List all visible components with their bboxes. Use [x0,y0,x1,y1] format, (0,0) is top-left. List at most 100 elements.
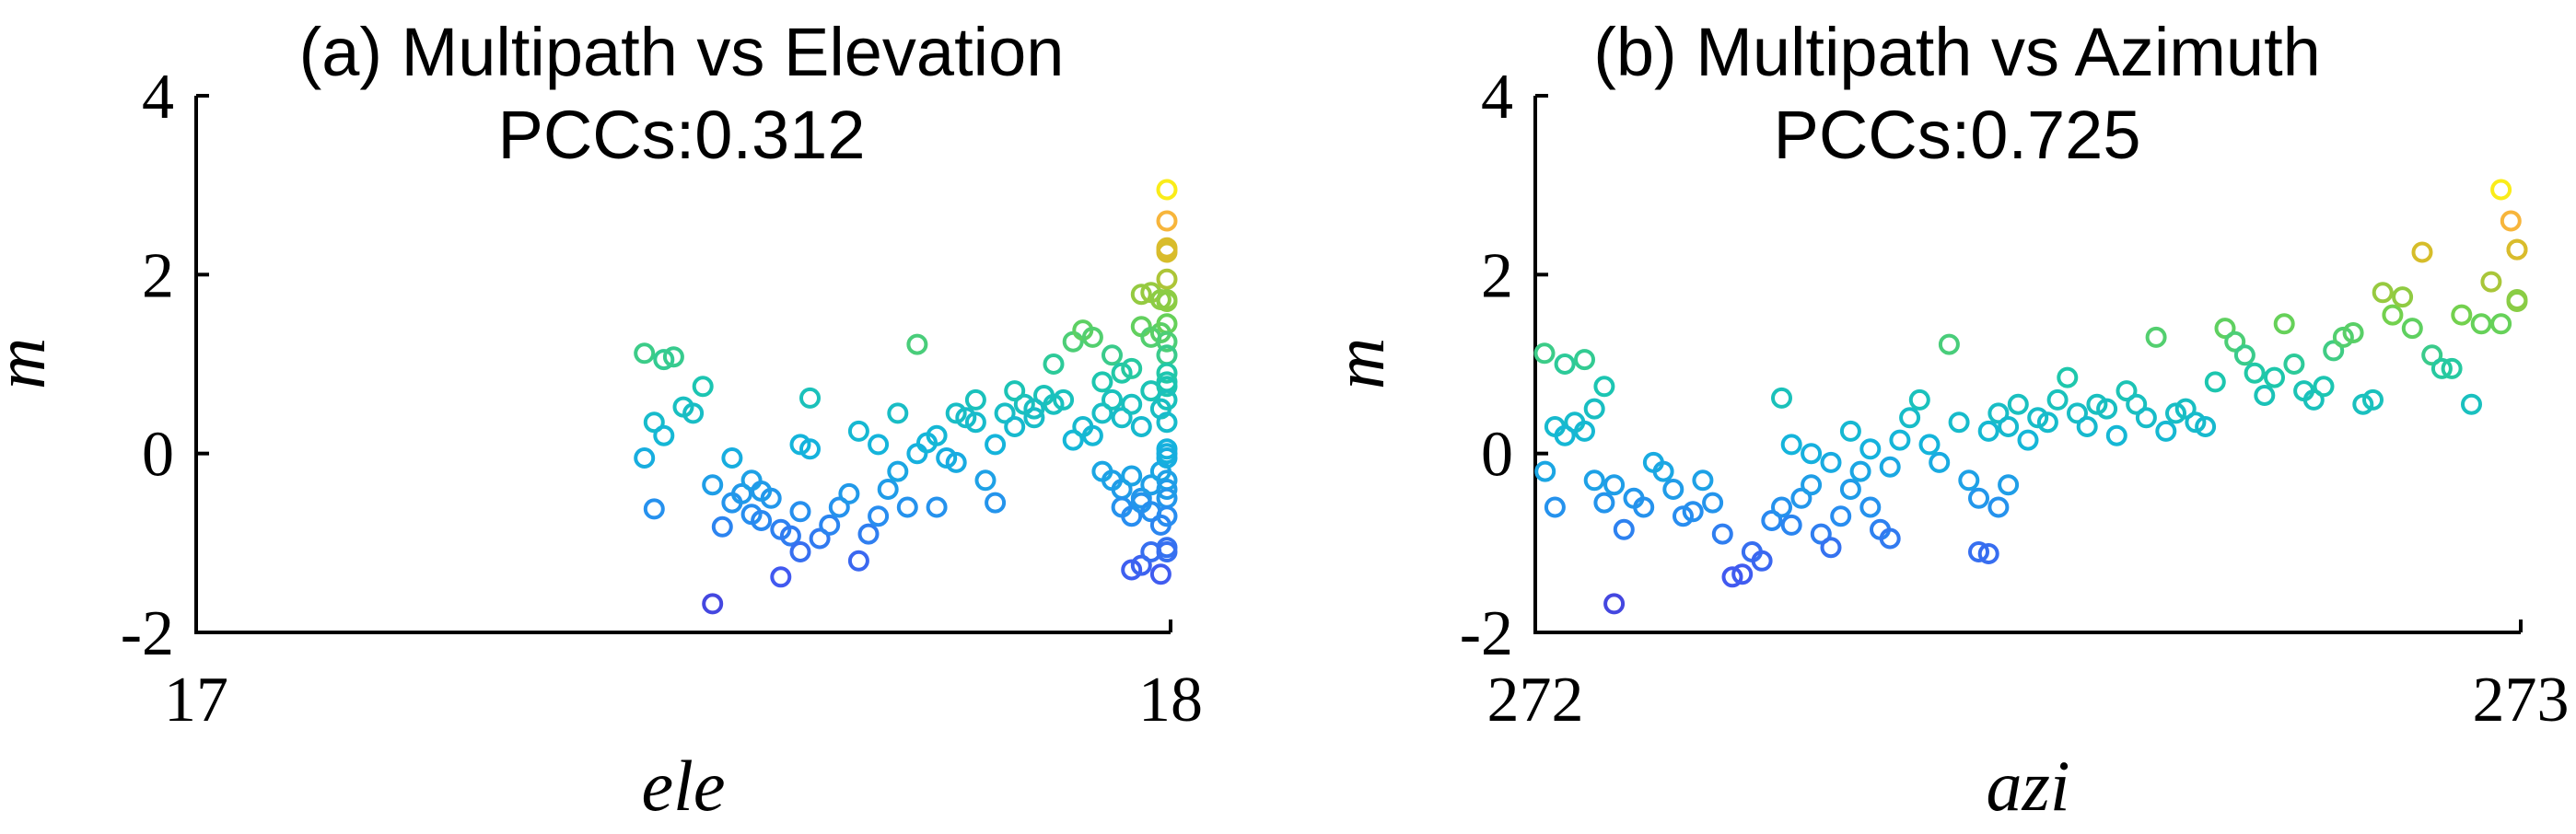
scatter-point [1554,353,1576,375]
scatter-point [877,479,899,500]
scatter-point [1583,469,1605,492]
scatter-point [868,434,890,456]
scatter-point [2421,344,2443,366]
scatter-point [1156,376,1178,398]
scatter-point [1948,411,1970,434]
scatter-point [1156,479,1178,500]
scatter-point [2244,362,2266,384]
scatter-point [1849,460,1871,482]
scatter-point [789,501,811,523]
scatter-point [1111,362,1133,384]
scatter-point [1702,492,1724,514]
scatter-point [634,342,656,365]
scatter-point [2096,398,2118,420]
scatter-point [926,424,948,446]
scatter-point [1810,523,1832,545]
scatter-point [1130,284,1152,306]
scatter-point [662,346,684,368]
scatter-point [819,514,841,536]
scatter-point [2126,393,2148,415]
scatter-point [1156,541,1178,562]
scatter-point [2233,344,2255,366]
scatter-point [1533,342,1556,365]
scatter-point [2155,420,2177,442]
scatter-point [2490,313,2512,335]
scatter-point [1004,416,1026,437]
scatter-point [2451,304,2473,326]
scatter-point [2145,326,2167,348]
scatter-point [1130,316,1152,338]
scatter-point [1121,559,1143,581]
scatter-point [838,482,860,504]
scatter-point [1977,543,1999,564]
ytick-label: -2 [1460,598,1513,669]
scatter-point [985,492,1007,514]
scatter-point [2174,398,2197,420]
scatter-point [906,443,928,465]
scatter-point [1156,362,1178,384]
scatter-point [2302,388,2325,411]
scatter-point [1156,179,1178,201]
scatter-point [809,527,831,550]
scatter-point [1958,469,1980,492]
scatter-point [2027,407,2049,429]
scatter-point [1790,487,1813,509]
scatter-point [634,447,656,469]
scatter-point [2411,241,2433,263]
scatter-point [1156,330,1178,353]
scatter-point [1023,398,1045,420]
scatter-point [653,424,675,446]
scatter-point [1091,371,1113,393]
scatter-point [964,411,986,434]
scatter-point [2224,330,2246,353]
scatter-point [2372,282,2394,304]
subtitle-b: PCCs:0.725 [1774,97,2141,173]
scatter-point [1801,474,1823,496]
scatter-point [1111,407,1133,429]
scatter-point [2135,407,2157,429]
scatter-point [1652,460,1674,482]
scatter-point [1801,443,1823,465]
scatter-point [1673,505,1694,527]
scatter-point [1023,407,1045,429]
scatter-point [1043,353,1065,375]
scatter-point [2105,424,2127,446]
scatter-point [2500,210,2522,232]
scatter-point [1771,387,1792,409]
scatter-point [2185,411,2207,434]
panel-azimuth: (b) Multipath vs Azimuth PCCs:0.725 -2 0 2… [1319,14,2570,826]
scatter-point [731,482,752,504]
scatter-point [1889,429,1911,451]
scatter-point [2392,286,2414,308]
axes-frame-b [1533,96,2521,634]
scatter-point [1149,563,1171,585]
scatter-point [1682,501,1704,523]
scatter-point [1711,523,1733,545]
ylabel-b: m [1319,338,1399,389]
ylabel-a: m [0,338,60,389]
scatter-point [2401,318,2423,340]
scatter-point [1721,566,1743,588]
ytick-label: 2 [1481,240,1513,311]
ytick-label: 4 [1481,62,1513,133]
scatter-point [1968,541,1989,562]
scatter-point [1062,429,1084,451]
scatter-point [847,420,869,442]
ytick-label: 0 [142,420,174,491]
scatter-point [751,510,773,531]
scatter-point [2273,313,2295,335]
scatter-point [1121,357,1143,379]
scatter-point [682,402,705,424]
scatter-point [1081,424,1103,446]
scatter-point [1554,424,1576,446]
ytick-label: 2 [142,240,174,311]
scatter-point [955,407,977,429]
scatter-point [1121,393,1143,415]
scatter-point [1839,420,1861,442]
scatter-point [1102,344,1123,366]
scatter-point [1761,510,1783,531]
scatter-point [2204,371,2226,393]
xtick-label: 272 [1487,665,1584,736]
scatter-point [1977,420,1999,442]
